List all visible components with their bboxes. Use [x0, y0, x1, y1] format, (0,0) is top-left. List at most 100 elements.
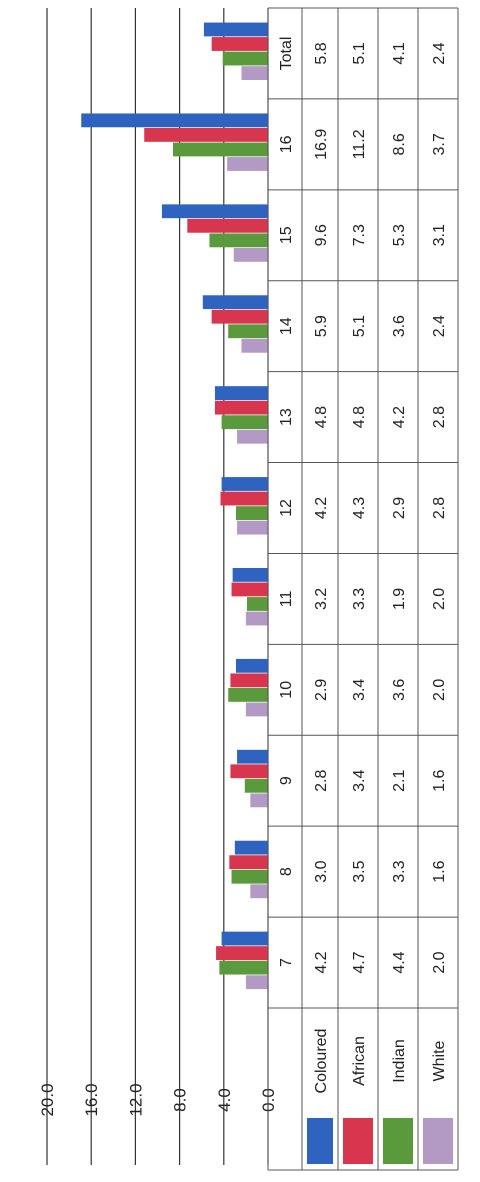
table-cell-value: 9.6 [313, 224, 330, 246]
legend-swatch [423, 1118, 453, 1164]
bar [250, 793, 268, 808]
bar [229, 855, 268, 870]
bar [202, 295, 268, 310]
bar [235, 506, 268, 520]
table-cell-value: 2.8 [431, 406, 448, 428]
bar [172, 142, 268, 157]
table-cell-value: 4.2 [313, 497, 330, 519]
bar [219, 960, 268, 975]
category-label: 9 [278, 776, 295, 785]
table-cell-value: 1.6 [431, 860, 448, 882]
table-cell-value: 4.2 [391, 406, 408, 428]
category-label: 14 [278, 317, 295, 335]
category-label: 13 [278, 408, 295, 426]
bar [231, 582, 268, 597]
category-label: 12 [278, 499, 295, 517]
bar [245, 975, 268, 990]
bar [227, 157, 268, 171]
table-cell-value: 1.9 [391, 588, 408, 610]
table-cell-value: 2.4 [431, 42, 448, 64]
table-cell-value: 2.1 [391, 770, 408, 792]
bar [209, 233, 268, 248]
category-label: 7 [278, 958, 295, 967]
legend-swatch [307, 1118, 333, 1164]
category-label: 11 [278, 591, 295, 608]
y-tick-label: 4.0 [215, 1088, 234, 1112]
table-cell-value: 3.2 [313, 588, 330, 610]
bar [144, 128, 268, 142]
table-cell-value: 3.1 [431, 224, 448, 246]
bar [244, 778, 268, 793]
table-cell-value: 4.1 [391, 42, 408, 64]
bar [245, 611, 268, 626]
bar [241, 338, 268, 353]
table-cell-value: 4.7 [351, 951, 368, 973]
table-cell-value: 2.0 [431, 951, 448, 973]
series-name-label: African [351, 1036, 368, 1086]
table-cell-value: 2.0 [431, 588, 448, 610]
category-label: 16 [278, 135, 295, 153]
bar [250, 884, 268, 899]
table-cell-value: 4.8 [313, 406, 330, 428]
table-cell-value: 5.1 [351, 315, 368, 337]
table-cell-value: 3.7 [431, 133, 448, 155]
bar [220, 491, 268, 506]
table-cell-value: 3.3 [391, 860, 408, 882]
bar [203, 22, 268, 37]
table-cell-value: 2.9 [313, 679, 330, 701]
legend-swatch [343, 1118, 373, 1164]
table-cell-value: 3.6 [391, 679, 408, 701]
table-cell-value: 4.4 [391, 951, 408, 973]
y-tick-label: 8.0 [171, 1088, 190, 1112]
table-cell-value: 3.4 [351, 770, 368, 792]
table-cell-value: 16.9 [313, 129, 330, 160]
bar [187, 218, 268, 233]
table-cell-value: 2.0 [431, 679, 448, 701]
table-cell-value: 3.5 [351, 860, 368, 882]
bar [245, 702, 268, 717]
bar [222, 51, 268, 66]
category-label: 10 [278, 681, 295, 699]
bar [230, 673, 268, 688]
bars [81, 22, 268, 990]
bar [235, 658, 268, 673]
bar [211, 37, 268, 51]
table-cell-value: 3.3 [351, 588, 368, 610]
series-name-label: Coloured [313, 1029, 330, 1094]
table-cell-value: 1.6 [431, 770, 448, 792]
table-cell-value: 2.4 [431, 315, 448, 337]
table-cell-value: 2.8 [313, 770, 330, 792]
table-cell-value: 5.9 [313, 315, 330, 337]
bar [237, 520, 268, 535]
series-name-label: Indian [391, 1039, 408, 1083]
bar [237, 749, 268, 764]
bar [214, 400, 268, 415]
table-cell-value: 3.6 [391, 315, 408, 337]
bar [231, 869, 268, 884]
bar [221, 931, 268, 946]
y-tick-label: 20.0 [38, 1083, 57, 1116]
bar [228, 324, 268, 339]
table-cell-value: 5.8 [313, 42, 330, 64]
bar [81, 113, 268, 128]
table-cell-value: 11.2 [351, 129, 368, 159]
bar [228, 688, 268, 702]
value-axis-ticks: 0.04.08.012.016.020.0 [38, 1083, 278, 1116]
bar [233, 248, 268, 262]
table-cell-value: 2.9 [391, 497, 408, 519]
table-cell-value: 4.8 [351, 406, 368, 428]
legend-swatch [383, 1118, 413, 1164]
bar [214, 386, 268, 400]
table-cell-value: 5.1 [351, 42, 368, 64]
category-label: 8 [278, 867, 295, 876]
bar [221, 415, 268, 430]
bar [237, 429, 268, 444]
bar [247, 597, 268, 611]
bar [241, 66, 268, 80]
table-cell-value: 4.2 [313, 951, 330, 973]
table-cell-value: 3.0 [313, 860, 330, 882]
y-tick-label: 12.0 [126, 1083, 145, 1116]
bar [216, 946, 268, 960]
table-cell-value: 3.4 [351, 679, 368, 701]
